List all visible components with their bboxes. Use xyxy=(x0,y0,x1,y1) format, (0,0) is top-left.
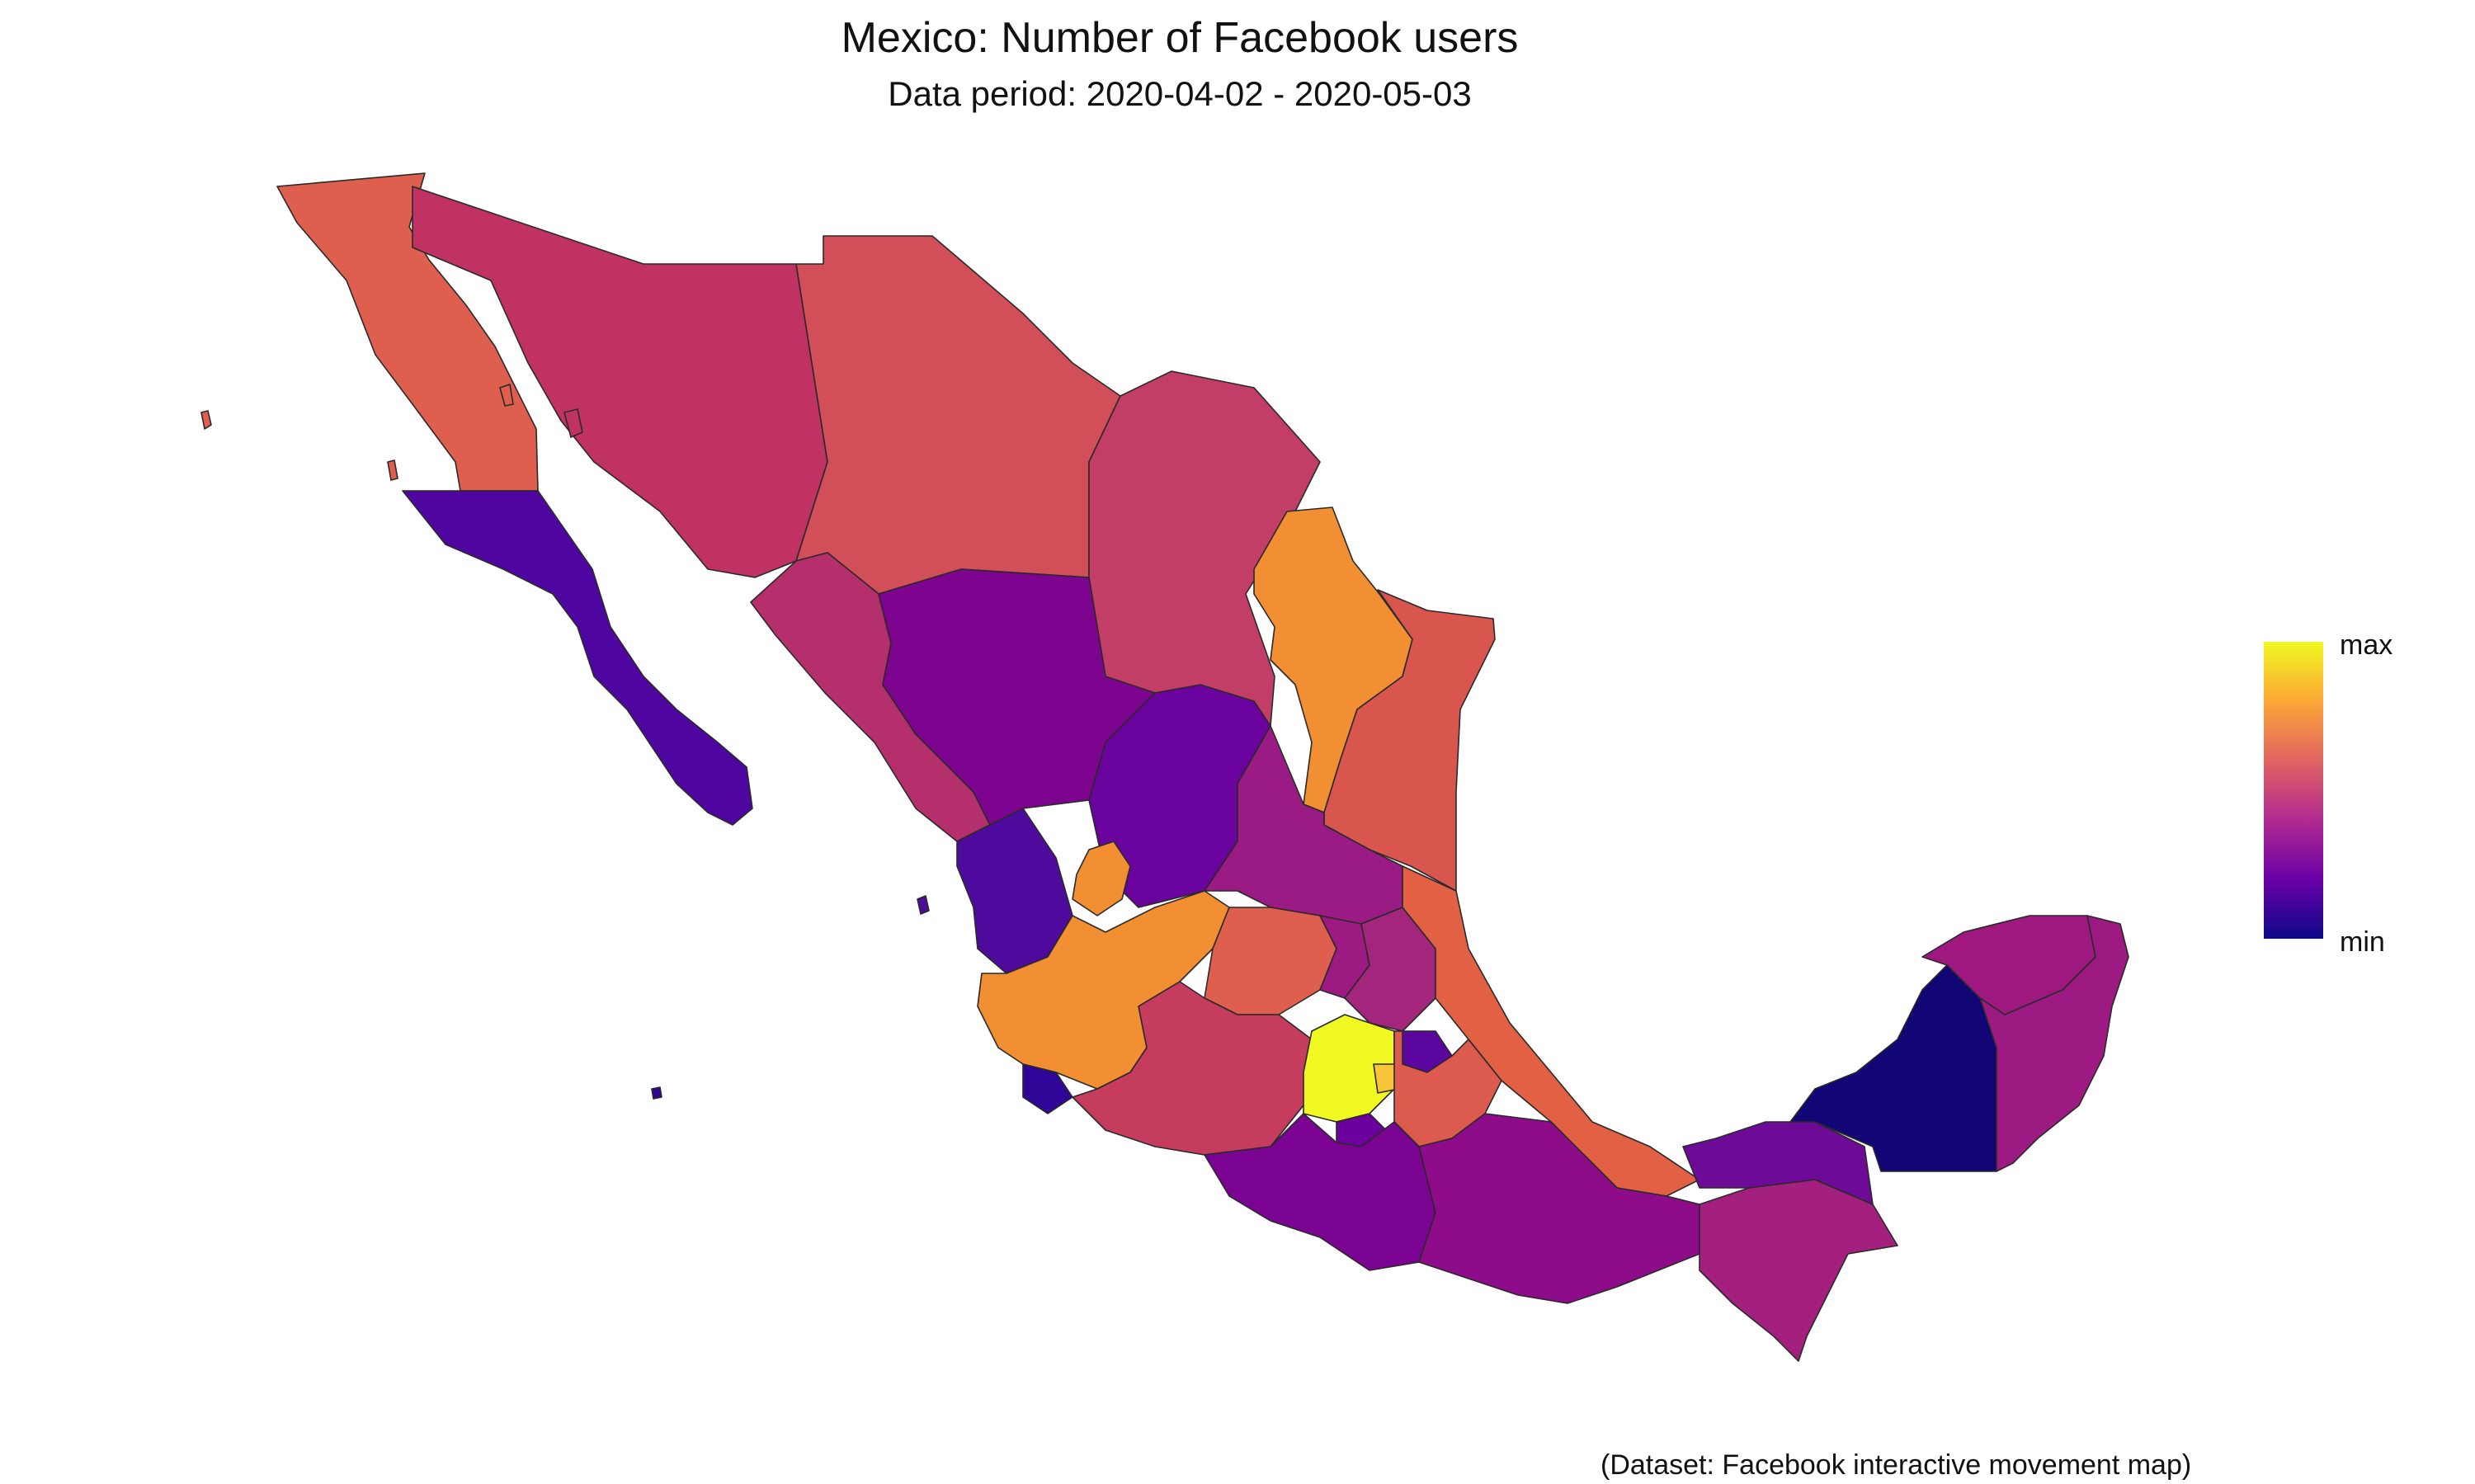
dataset-caption: (Dataset: Facebook interactive movement … xyxy=(1600,1449,2192,1481)
island-maria xyxy=(917,895,930,915)
island-guadalupe xyxy=(200,410,212,430)
island-revillagigedo xyxy=(651,1086,662,1100)
state-quintana-roo xyxy=(1979,915,2129,1172)
state-chiapas xyxy=(1699,1179,1898,1362)
map-subtitle: Data period: 2020-04-02 - 2020-05-03 xyxy=(888,74,1472,113)
state-durango xyxy=(878,568,1156,826)
state-estado-de-mexico xyxy=(1303,1014,1395,1123)
state-chihuahua xyxy=(795,235,1121,595)
state-tabasco xyxy=(1682,1121,1874,1205)
state-colima xyxy=(1022,1063,1073,1114)
island-angel xyxy=(499,384,514,407)
map-title: Mexico: Number of Facebook users xyxy=(841,14,1519,62)
island-cedros xyxy=(387,459,398,481)
state-tamaulipas xyxy=(1323,589,1496,892)
state-guanajuato xyxy=(1204,907,1337,1015)
state-oaxaca xyxy=(1418,1113,1700,1304)
state-aguascalientes xyxy=(1072,841,1131,916)
legend-color-bar xyxy=(2264,642,2323,939)
legend-max-label: max xyxy=(2340,629,2393,661)
island-tiburon xyxy=(563,408,583,438)
legend-min-label: min xyxy=(2340,926,2385,958)
state-baja-california-sur xyxy=(402,490,753,826)
